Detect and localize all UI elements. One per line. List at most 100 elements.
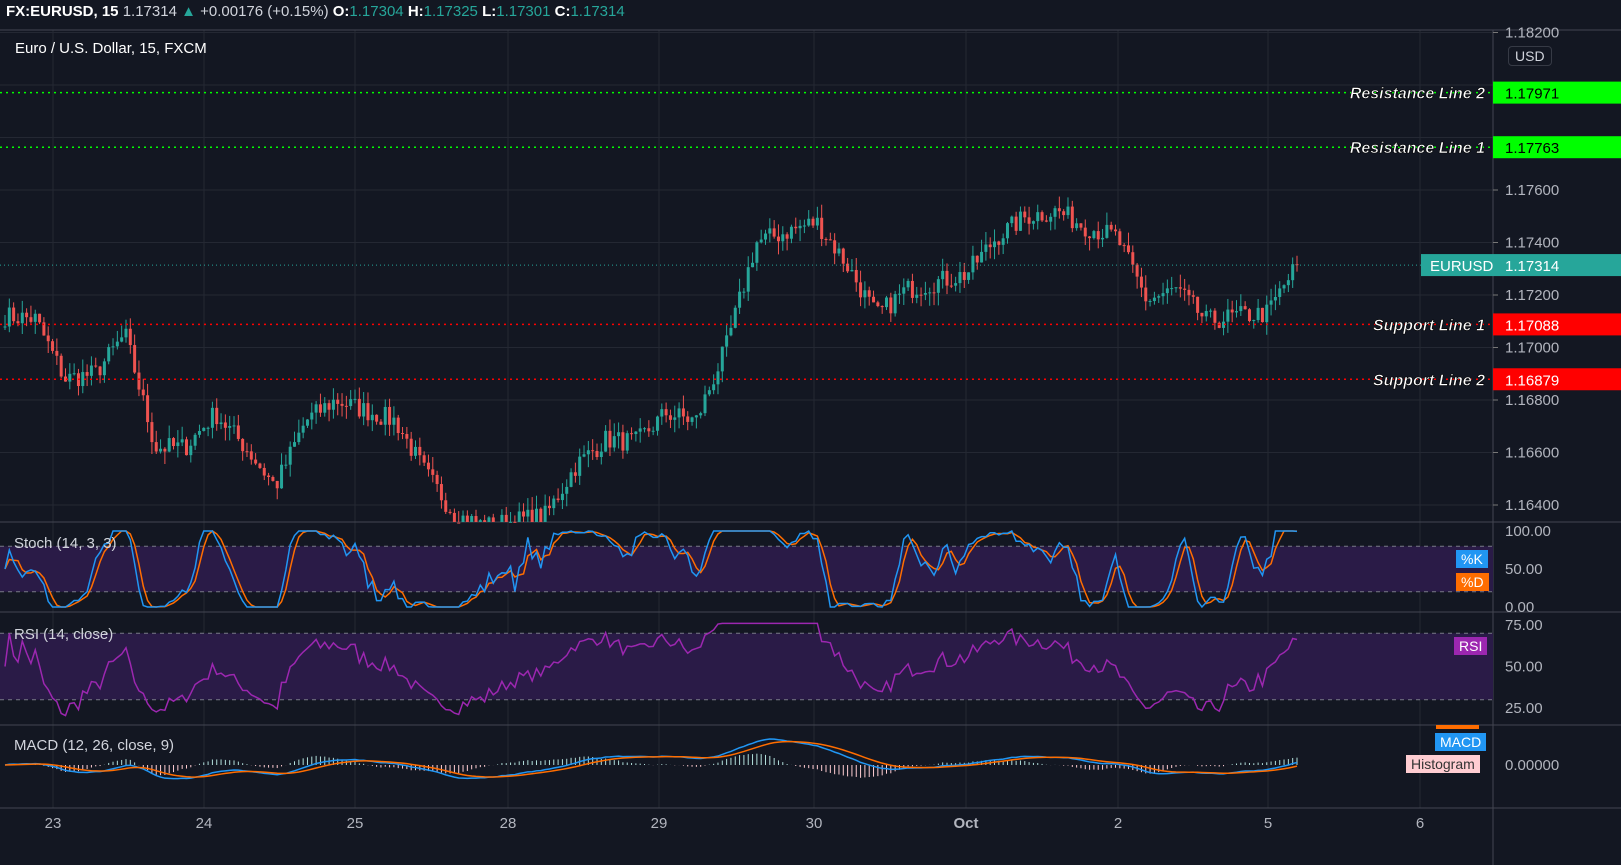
candle-body	[1209, 310, 1213, 312]
candle	[280, 453, 284, 489]
candle	[1191, 290, 1195, 304]
candle	[833, 233, 837, 265]
candle-body	[742, 291, 746, 293]
stoch-band	[0, 546, 1493, 592]
candle	[716, 363, 720, 395]
candle	[1005, 221, 1009, 244]
candle-body	[202, 427, 206, 431]
candle	[323, 397, 327, 417]
candle	[681, 395, 685, 425]
candle	[643, 427, 647, 433]
candle	[984, 232, 988, 261]
candle-body	[954, 283, 958, 286]
candle-body	[565, 486, 569, 494]
price-tick-label: 1.17200	[1505, 287, 1559, 304]
candle	[1075, 218, 1079, 231]
candles	[3, 196, 1299, 524]
candle	[932, 282, 936, 306]
candle-body	[634, 431, 638, 435]
candle-body	[3, 326, 7, 328]
candle	[1213, 308, 1217, 330]
candle	[936, 276, 940, 306]
candle	[867, 286, 871, 306]
macd-title[interactable]: MACD (12, 26, close, 9)	[14, 737, 175, 754]
candle	[893, 290, 897, 317]
candle-body	[543, 505, 547, 522]
level-price-value: 1.16879	[1505, 372, 1559, 389]
candle	[1273, 284, 1277, 311]
candle	[1200, 312, 1204, 324]
candle	[1053, 205, 1057, 230]
level-price-value: 1.17088	[1505, 317, 1559, 334]
candle	[141, 378, 145, 401]
candle	[664, 402, 668, 423]
time-tick-label: 28	[500, 815, 517, 832]
time-tick-label: 29	[651, 815, 668, 832]
candle	[686, 411, 690, 431]
candle-body	[522, 511, 526, 517]
candle-body	[759, 239, 763, 243]
candle	[478, 518, 482, 522]
candle-body	[643, 428, 647, 430]
symbol-name[interactable]: FX:EURUSD, 15	[6, 3, 119, 20]
candle	[1235, 300, 1239, 318]
candle	[85, 364, 89, 387]
candle-body	[686, 416, 690, 422]
candle	[798, 219, 802, 242]
price-tick-label: 1.16400	[1505, 497, 1559, 514]
candle-body	[25, 312, 29, 318]
candle-body	[859, 282, 863, 298]
candle	[573, 462, 577, 483]
candle	[20, 300, 24, 335]
candle	[846, 257, 850, 274]
candle-body	[1174, 287, 1178, 289]
candle	[509, 511, 513, 523]
candle	[444, 492, 448, 514]
candle-body	[863, 290, 867, 298]
candle	[344, 395, 348, 419]
candle	[107, 343, 111, 365]
candle	[1243, 301, 1247, 310]
candle	[604, 425, 608, 452]
currency-button[interactable]: USD	[1508, 46, 1552, 66]
candle-body	[923, 292, 927, 295]
candle-body	[245, 451, 249, 453]
candle	[457, 511, 461, 524]
candle	[327, 399, 331, 422]
candle-body	[314, 404, 318, 413]
candle	[746, 256, 750, 301]
candle-body	[893, 294, 897, 314]
high-label: H:	[407, 3, 424, 20]
candle	[902, 278, 906, 306]
candle	[461, 510, 465, 522]
candle-body	[673, 417, 677, 420]
stoch-title[interactable]: Stoch (14, 3, 3)	[14, 535, 117, 552]
candle-body	[388, 406, 392, 425]
candle	[703, 385, 707, 417]
candle	[504, 506, 508, 522]
candle	[1247, 308, 1251, 323]
rsi-title[interactable]: RSI (14, close)	[14, 626, 114, 643]
candle-body	[958, 272, 962, 284]
candle	[1031, 220, 1035, 230]
candle-body	[1139, 276, 1143, 288]
candle	[608, 419, 612, 457]
candle	[310, 402, 314, 430]
candle	[375, 414, 379, 425]
candle	[647, 420, 651, 437]
candle	[228, 415, 232, 441]
candle	[651, 426, 655, 436]
candle-body	[534, 508, 538, 522]
last-price: 1.17314	[122, 3, 177, 20]
candle-body	[681, 408, 685, 417]
candle-body	[176, 442, 180, 447]
candle	[1001, 233, 1005, 255]
candle-body	[405, 434, 409, 439]
candle-body	[651, 430, 655, 432]
candle-body	[638, 428, 642, 432]
candle-body	[483, 520, 487, 522]
candle	[1088, 236, 1092, 251]
open-value: 1.17304	[349, 3, 404, 20]
candle-body	[210, 407, 214, 428]
